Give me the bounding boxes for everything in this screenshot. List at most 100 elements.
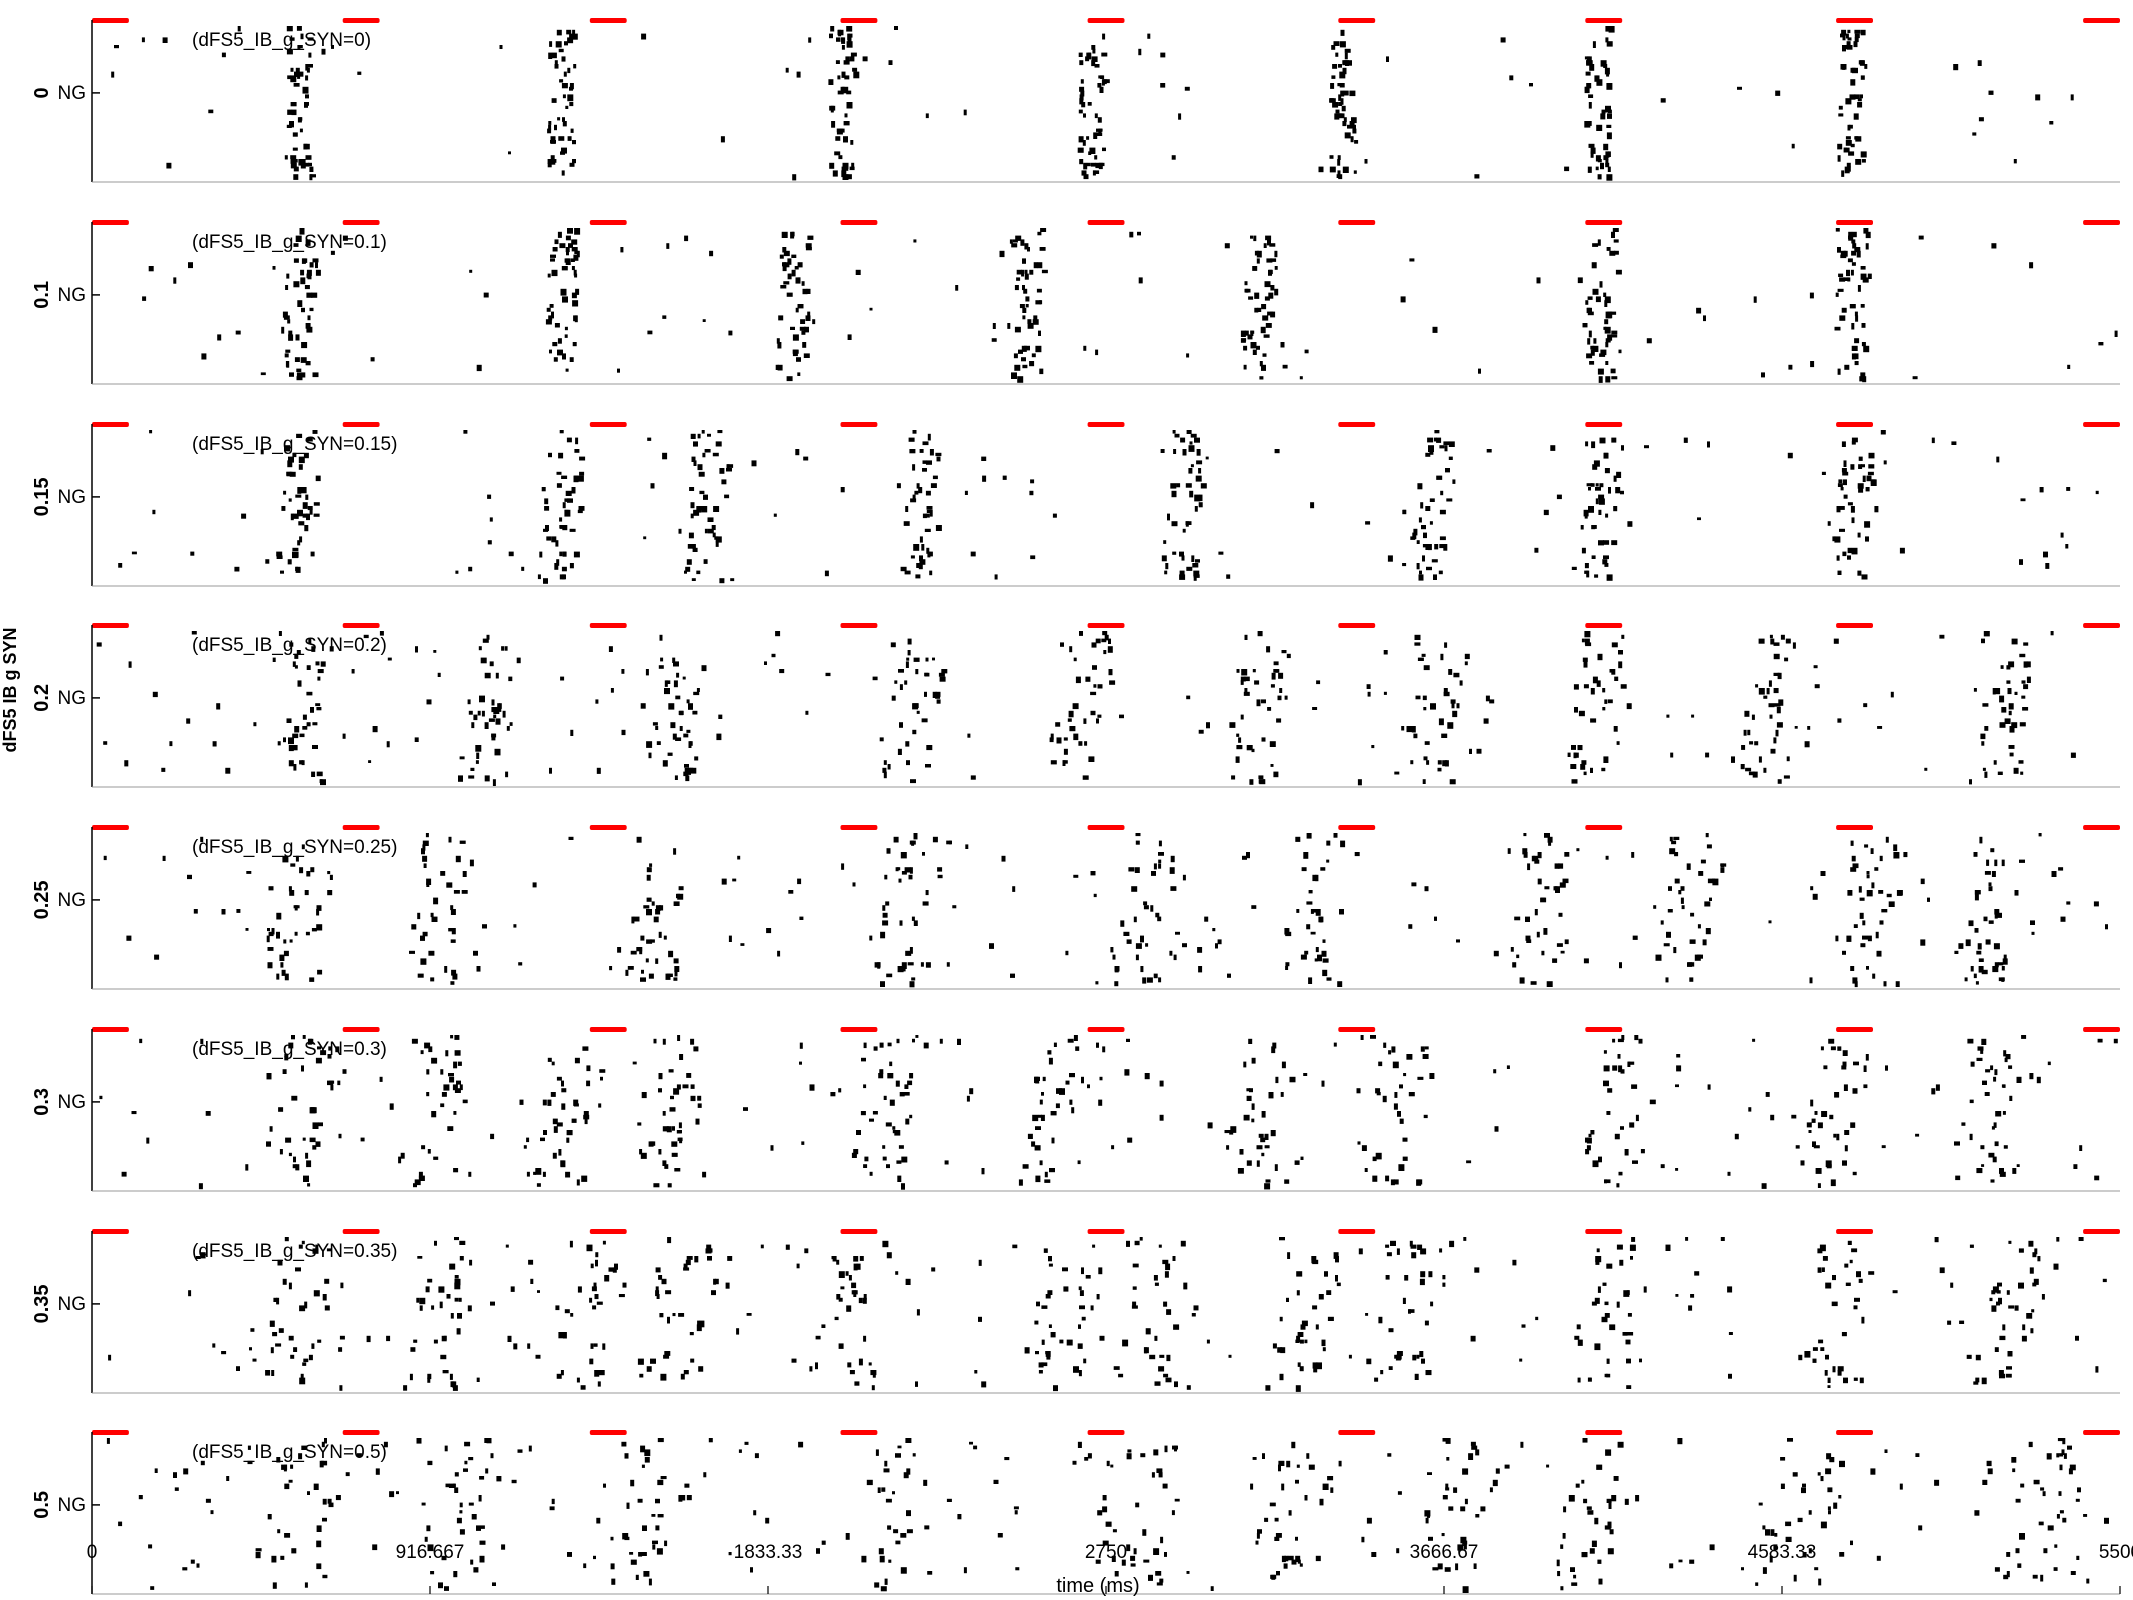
spike [632,1061,637,1065]
stimulus-bar [840,825,878,830]
spike [288,737,294,745]
spike [675,737,682,741]
spike [2047,1525,2054,1531]
spike [1303,852,1309,859]
spike [301,342,308,349]
stimulus-bar [342,1027,380,1032]
spike [1599,437,1606,444]
spike [779,254,784,259]
spike [1768,920,1772,924]
spike [1022,285,1025,291]
spike [572,300,579,307]
spike [1751,714,1755,720]
spike [1785,1521,1792,1527]
spike [2017,1563,2022,1568]
spike [286,718,292,723]
spike [572,342,577,347]
spike [1027,247,1030,252]
spike [305,931,310,936]
spike [1212,928,1216,932]
spike [505,1244,509,1248]
spike [428,1046,433,1053]
spike [1082,140,1086,146]
spike [1035,1351,1039,1355]
spike [967,733,971,738]
spike [1126,1038,1130,1042]
spike [289,939,293,943]
spike [2011,722,2018,729]
spike [1170,855,1175,863]
spike [1690,912,1695,917]
spike [1135,1502,1140,1508]
spike [281,969,286,976]
spike [935,525,942,531]
spike [656,1548,663,1555]
spike [1749,741,1754,745]
spike [198,1183,203,1190]
spike [182,1567,188,1571]
spike [847,37,852,44]
spike [602,1240,606,1245]
spike [1158,977,1162,983]
spike [2019,653,2026,658]
spike [1851,547,1858,555]
spike [855,269,861,275]
spike [1287,1555,1294,1561]
spike [1095,1559,1101,1564]
spike [1612,1038,1616,1043]
spike [900,852,907,859]
spike [706,1244,712,1249]
spike [727,1256,733,1261]
spike [2028,1240,2034,1247]
spike [1322,939,1326,943]
spike [1618,349,1622,354]
spike [1424,1046,1429,1050]
spike [1832,1275,1836,1281]
spike [1083,174,1089,180]
spike [863,1042,867,1049]
spike [1604,699,1608,704]
spike [441,1092,447,1097]
spike [1155,1571,1162,1576]
spike [553,357,558,362]
spike [1156,1468,1163,1473]
population-label: NG [58,487,87,508]
spike [292,551,298,559]
spike [1236,733,1240,737]
spike [898,878,902,883]
spike [1863,703,1868,708]
spike [1432,1567,1439,1571]
spike [981,1168,985,1175]
spike [1827,1487,1833,1493]
spike [1393,1179,1399,1185]
spike [1041,1092,1044,1096]
spike [1683,437,1688,443]
stimulus-bar [342,1430,380,1435]
spike [1611,334,1618,338]
spike [271,1555,277,1563]
spike [152,509,156,515]
spike [1153,973,1158,979]
spike [883,1468,890,1473]
spike [1327,1316,1334,1321]
stimulus-bar [589,220,627,225]
spike [316,771,323,777]
spike [188,1290,192,1297]
spike [679,1054,684,1060]
spike [1999,1168,2004,1174]
spike [309,166,314,172]
spike [1624,1498,1629,1505]
spike [559,574,565,580]
spike [2006,1552,2011,1557]
spike [1226,574,1231,579]
spike [658,1149,662,1155]
spike [2005,1054,2011,1060]
spike [1350,136,1354,143]
spike [299,867,304,874]
spike [1627,1313,1632,1317]
spike [1635,1495,1640,1502]
spike [1753,296,1757,303]
spike [847,334,852,340]
panel-value-label: 0.35 [31,1284,53,1323]
spike [1336,174,1340,178]
